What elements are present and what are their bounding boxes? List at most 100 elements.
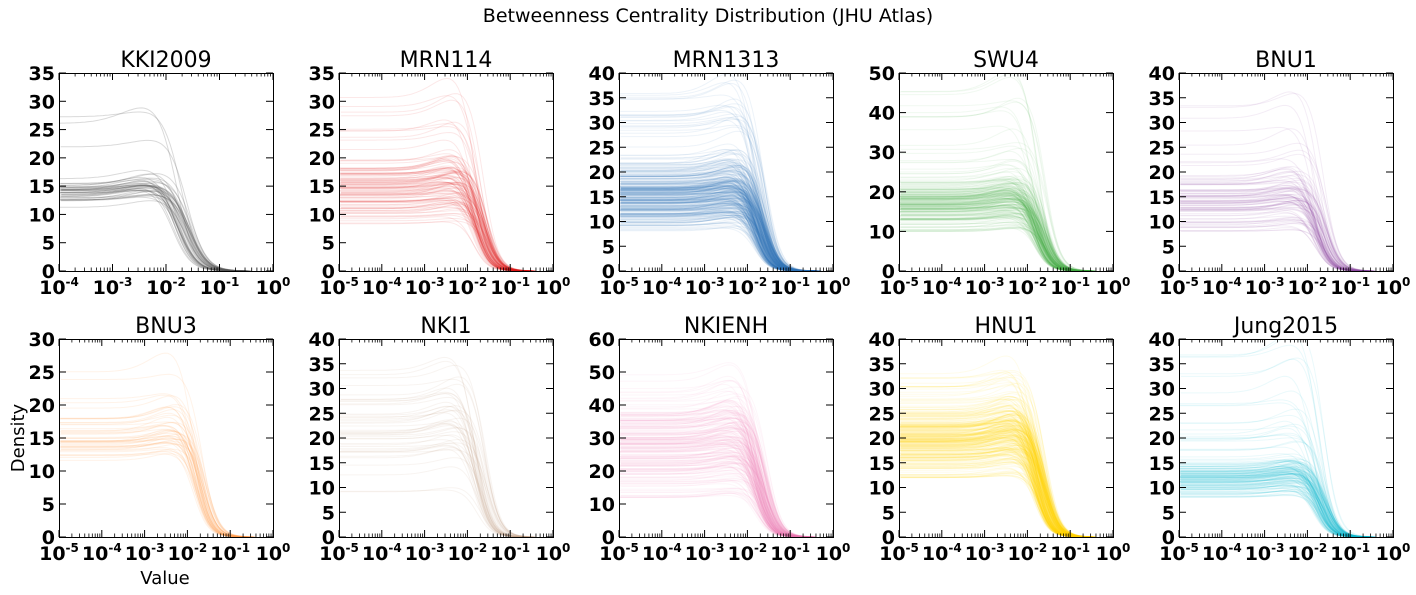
density-line — [900, 413, 1095, 537]
density-line — [899, 188, 1089, 271]
density-line — [900, 450, 1086, 537]
density-line — [339, 187, 531, 271]
density-line — [899, 403, 1095, 537]
density-line — [340, 171, 531, 271]
density-line — [619, 198, 818, 271]
y-tick-label: 25 — [1149, 137, 1175, 159]
density-line — [900, 171, 1091, 271]
y-tick-label: 15 — [309, 453, 335, 475]
density-line — [900, 216, 1095, 271]
density-line — [60, 421, 253, 537]
density-line — [339, 423, 534, 537]
density-line — [620, 190, 817, 271]
density-line — [619, 462, 816, 537]
density-line — [900, 472, 1086, 537]
density-line — [620, 380, 816, 537]
density-line — [620, 178, 813, 271]
density-line — [899, 73, 1096, 271]
density-line — [900, 171, 1093, 271]
density-line — [901, 213, 1093, 271]
density-line — [620, 198, 814, 271]
density-line — [1180, 197, 1368, 271]
density-line — [900, 376, 1096, 537]
x-tick-label: 10-2 — [1288, 541, 1328, 565]
density-line — [901, 178, 1090, 271]
density-line — [60, 406, 250, 537]
density-line — [899, 458, 1091, 537]
density-line — [60, 422, 254, 537]
density-line — [60, 433, 254, 537]
density-line — [900, 404, 1087, 537]
density-line — [1180, 190, 1370, 271]
density-line — [1179, 390, 1371, 537]
density-line — [340, 181, 536, 271]
y-tick-label: 40 — [869, 329, 895, 351]
density-line — [900, 221, 1086, 271]
density-line — [619, 222, 818, 271]
density-line — [339, 220, 526, 271]
density-line — [1181, 188, 1375, 271]
density-line — [620, 187, 813, 271]
density-line — [620, 401, 806, 537]
density-line — [900, 464, 1087, 537]
density-line — [899, 437, 1095, 537]
density-line — [59, 443, 247, 537]
density-line — [1179, 458, 1376, 537]
subplot-title: BNU1 — [1255, 48, 1317, 73]
density-line — [900, 419, 1095, 537]
density-line — [899, 419, 1090, 537]
density-line — [899, 437, 1087, 537]
density-line — [1179, 414, 1368, 537]
density-line — [1180, 466, 1370, 537]
density-line — [1179, 206, 1367, 271]
density-line — [1179, 475, 1375, 537]
density-line — [620, 461, 807, 537]
density-line — [620, 73, 818, 271]
density-line — [619, 191, 816, 271]
density-line — [899, 204, 1096, 271]
density-line — [620, 390, 812, 537]
density-line — [620, 104, 815, 271]
density-line — [1179, 472, 1371, 537]
density-line — [339, 149, 534, 271]
density-line — [620, 477, 813, 537]
density-line — [621, 203, 813, 271]
density-line — [900, 426, 1089, 537]
density-line — [620, 455, 807, 537]
density-line — [899, 194, 1093, 271]
density-line — [619, 375, 809, 537]
density-line — [619, 413, 814, 537]
density-line — [899, 437, 1096, 537]
density-line — [900, 191, 1094, 271]
density-line — [900, 197, 1095, 271]
density-line — [900, 453, 1092, 537]
density-line — [900, 194, 1088, 271]
density-line — [340, 445, 529, 537]
density-line — [621, 178, 813, 271]
density-line — [620, 446, 812, 537]
density-line — [1179, 461, 1369, 537]
density-line — [619, 436, 809, 537]
density-line — [620, 455, 806, 537]
density-line — [620, 171, 811, 271]
density-line — [899, 385, 1093, 537]
density-line — [619, 186, 819, 271]
density-line — [619, 417, 811, 537]
density-lines — [619, 362, 816, 537]
density-line — [1181, 170, 1371, 271]
density-line — [1179, 202, 1376, 271]
density-line — [619, 202, 819, 271]
density-line — [900, 211, 1088, 271]
y-tick-label: 15 — [589, 187, 615, 209]
density-line — [619, 473, 814, 537]
density-line — [899, 199, 1091, 271]
density-line — [619, 175, 814, 271]
density-line — [621, 186, 817, 271]
y-tick-label: 35 — [589, 88, 615, 110]
density-line — [619, 465, 816, 537]
density-line — [1179, 165, 1366, 271]
y-tick-label: 40 — [1149, 329, 1175, 351]
density-line — [1179, 171, 1374, 271]
density-line — [899, 452, 1089, 537]
